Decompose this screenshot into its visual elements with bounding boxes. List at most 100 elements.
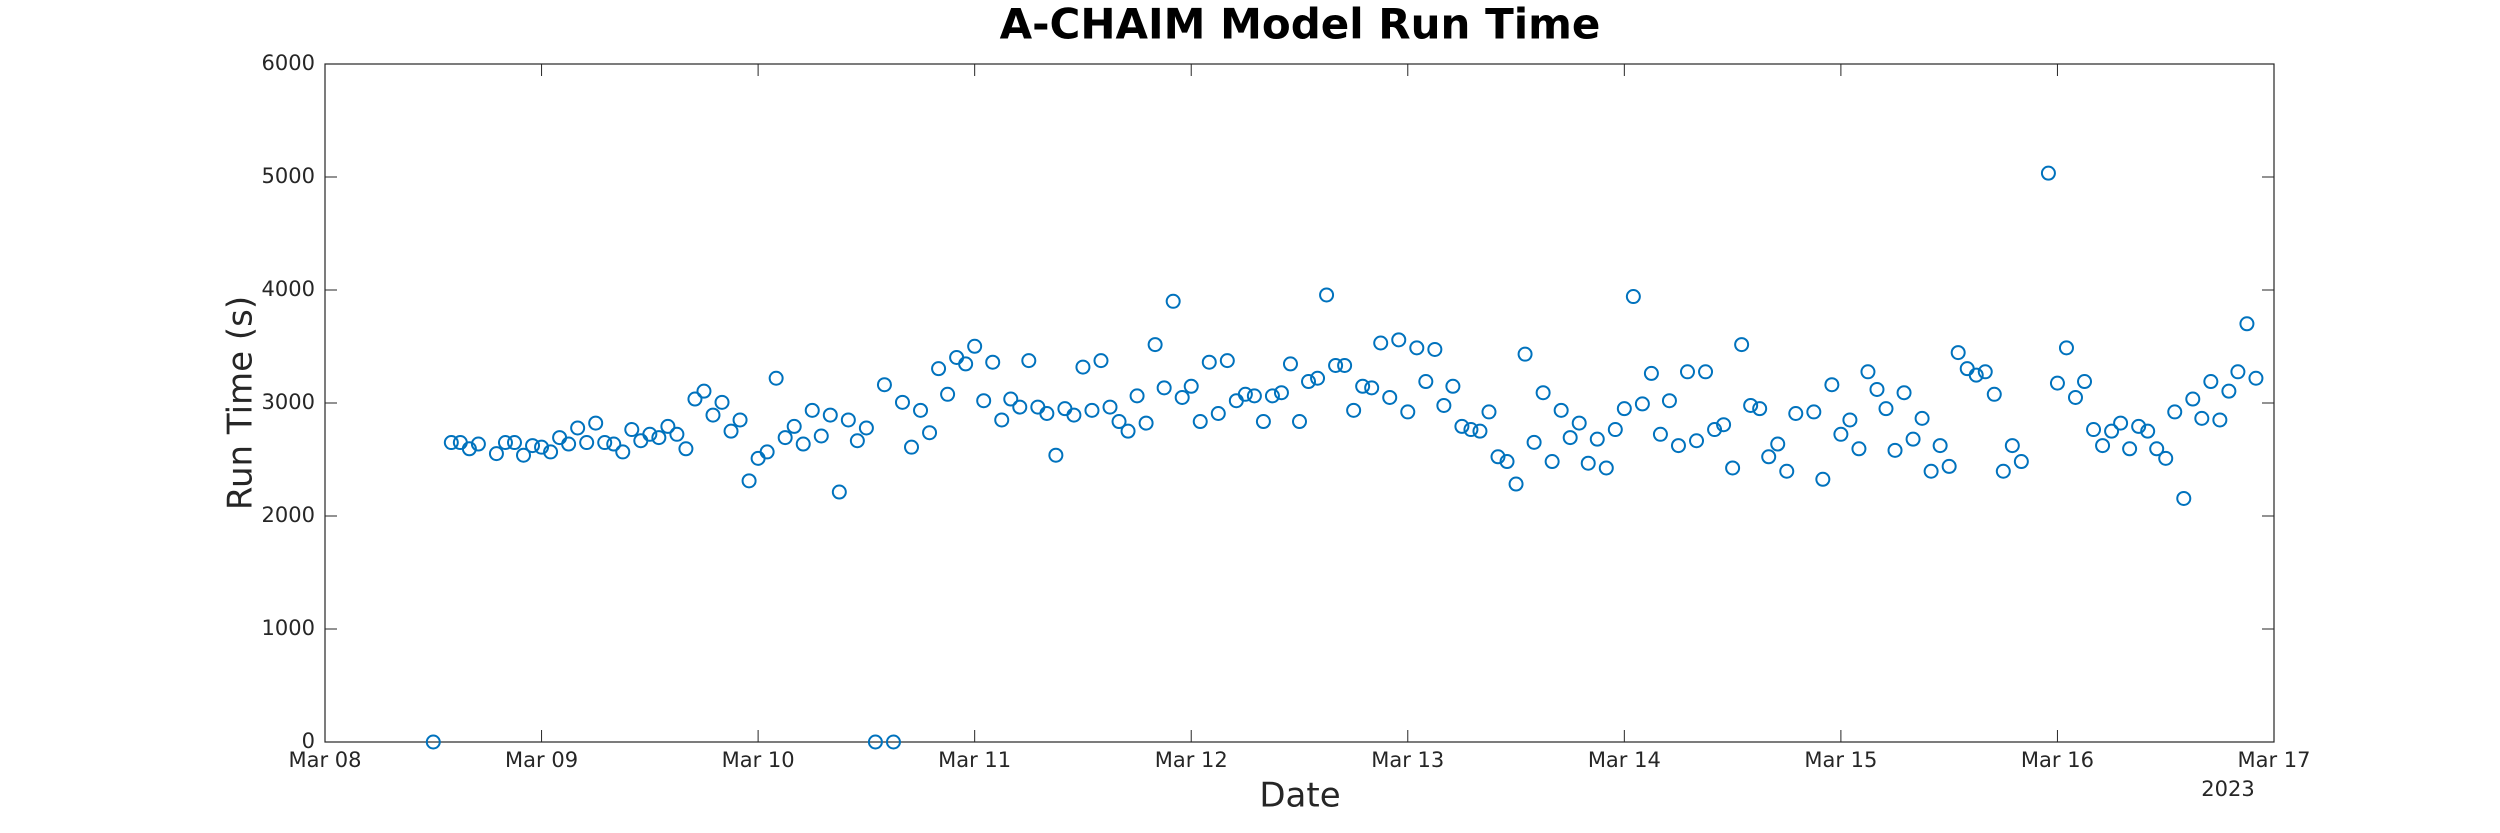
data-point [1003,391,1019,407]
data-point [1698,364,1714,380]
data-point [2058,340,2074,356]
data-point [597,435,613,451]
data-point [2086,422,2102,438]
data-point [813,428,829,444]
data-point [1337,357,1353,373]
data-point [2004,438,2020,454]
x-tick-label: Mar 08 [288,748,361,772]
data-point [2203,374,2219,390]
data-point [552,430,568,446]
data-point [1310,370,1326,386]
data-point [1869,381,1885,397]
x-tick-label: Mar 12 [1155,748,1228,772]
data-point [1445,378,1461,394]
data-point [750,450,766,466]
data-point [985,354,1001,370]
data-point [1734,337,1750,353]
data-point [822,407,838,423]
data-point [579,435,595,451]
data-point [1860,364,1876,380]
data-point [777,430,793,446]
data-point [786,418,802,434]
data-point [931,361,947,377]
data-point [976,393,992,409]
data-point [1788,406,1804,422]
data-point [1418,374,1434,390]
data-point [1995,463,2011,479]
data-point [1183,378,1199,394]
data-point [1039,406,1055,422]
data-point [497,435,513,451]
data-point [1373,335,1389,351]
data-point [2131,418,2147,434]
data-point [1147,337,1163,353]
data-point [1246,388,1262,404]
data-point [1364,380,1380,396]
data-point [1102,399,1118,415]
data-point [913,402,929,418]
data-point [1391,332,1407,348]
data-point [1725,460,1741,476]
data-point [1057,401,1073,417]
data-point [2104,423,2120,439]
data-point [443,435,459,451]
data-point [1607,422,1623,438]
data-point [642,426,658,442]
data-point [2239,316,2255,332]
data-point [858,420,874,436]
data-point [1752,401,1768,417]
data-point [2194,410,2210,426]
data-point [1959,361,1975,377]
data-point [1219,353,1235,369]
data-point [1824,377,1840,393]
data-point [1012,399,1028,415]
y-axis-label: Run Time (s) [221,296,261,510]
data-point [1968,367,1984,383]
x-tick-label: Mar 09 [505,748,578,772]
data-point [1887,442,1903,458]
data-point [1048,447,1064,463]
data-point [2212,412,2228,428]
data-point [2049,375,2065,391]
data-point [867,734,883,750]
data-point [958,356,974,372]
data-point [1201,354,1217,370]
data-point [1652,426,1668,442]
data-point [660,418,676,434]
data-point [940,386,956,402]
y-tick-label: 0 [302,729,315,753]
chart-title: A-CHAIM Model Run Time [1000,0,1601,49]
data-point [994,412,1010,428]
data-point [1977,364,1993,380]
data-point [1625,289,1641,305]
x-tick-label: Mar 16 [2021,748,2094,772]
data-point [768,370,784,386]
y-tick-label: 5000 [262,164,315,188]
data-point [651,430,667,446]
data-point [922,425,938,441]
data-point [624,422,640,438]
data-point [1400,404,1416,420]
data-point [1544,454,1560,470]
x-axis-label: Date [1259,776,1340,816]
data-point [2140,423,2156,439]
x-tick-label: Mar 11 [938,748,1011,772]
data-point [1021,353,1037,369]
data-point [1192,414,1208,430]
x-year-label: 2023 [2201,777,2254,801]
data-point [1165,293,1181,309]
data-point [2040,165,2056,181]
data-point [714,394,730,410]
data-point [687,391,703,407]
data-point [570,420,586,436]
data-point [1679,364,1695,380]
x-tick-label: Mar 14 [1588,748,1661,772]
data-point [1643,365,1659,381]
data-point [949,349,965,365]
data-point [741,473,757,489]
data-point [1589,431,1605,447]
data-point [1156,380,1172,396]
data-point [470,436,486,452]
